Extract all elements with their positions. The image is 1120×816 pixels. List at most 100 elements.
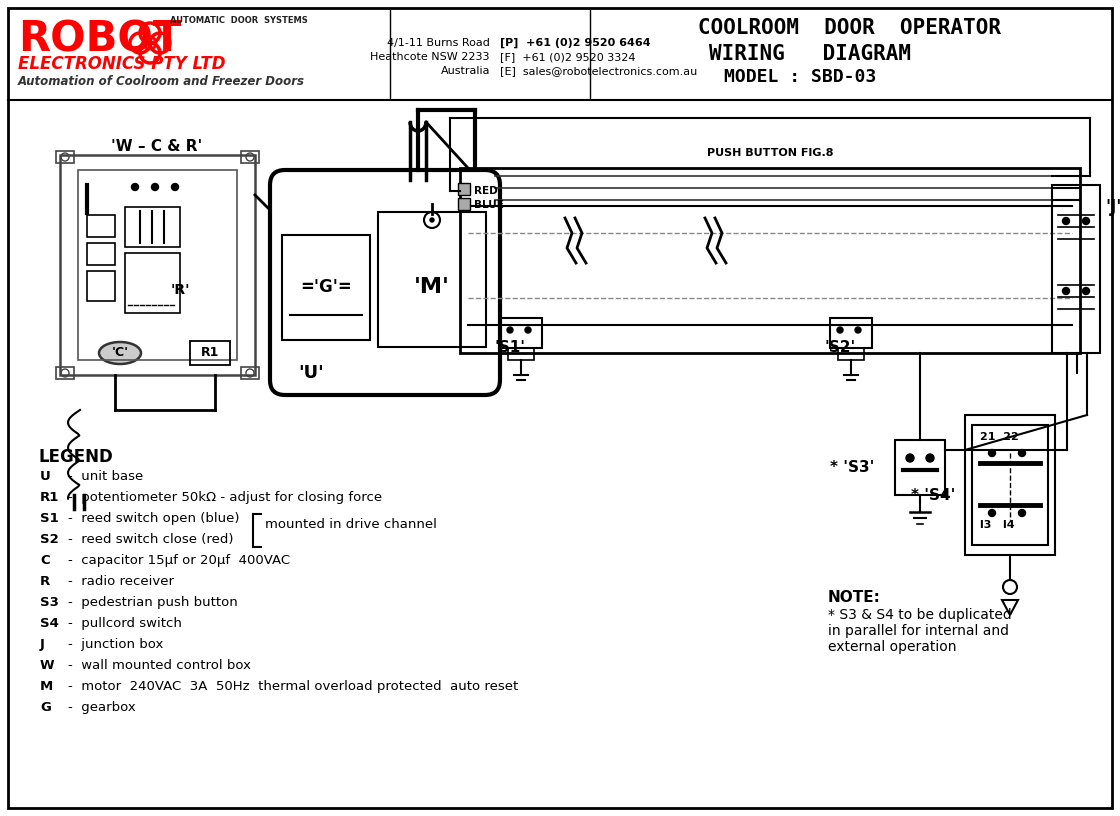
Bar [125,207,180,247]
Circle shape [1083,218,1090,224]
Bar [60,155,255,375]
Text: [P]  +61 (0)2 9520 6464: [P] +61 (0)2 9520 6464 [500,38,651,48]
Text: -  radio receiver: - radio receiver [68,575,174,588]
Text: COOLROOM  DOOR  OPERATOR: COOLROOM DOOR OPERATOR [699,18,1001,38]
Bar [972,425,1048,545]
Text: S4: S4 [40,617,59,630]
Circle shape [1063,218,1070,224]
Text: S1: S1 [40,512,58,525]
Circle shape [989,450,996,456]
Text: * S3 & S4 to be duplicated
in parallel for internal and
external operation: * S3 & S4 to be duplicated in parallel f… [828,608,1011,654]
Text: S2: S2 [40,533,58,546]
Text: ELECTRONICS PTY LTD: ELECTRONICS PTY LTD [18,55,225,73]
Text: W: W [40,659,55,672]
Text: 'S2': 'S2' [825,340,857,356]
Bar [508,348,534,360]
Circle shape [525,327,531,333]
Text: MODEL : SBD-03: MODEL : SBD-03 [724,68,876,86]
Circle shape [131,184,139,190]
Circle shape [837,327,843,333]
Bar [895,440,945,495]
Text: AUTOMATIC  DOOR  SYSTEMS: AUTOMATIC DOOR SYSTEMS [170,16,308,25]
Text: [E]  sales@robotelectronics.com.au: [E] sales@robotelectronics.com.au [500,66,698,76]
Bar [838,348,864,360]
Text: NOTE:: NOTE: [828,590,880,605]
Text: R1: R1 [200,347,220,360]
Text: M: M [40,680,54,693]
Text: 'M': 'M' [414,277,450,297]
Text: LEGEND: LEGEND [38,448,113,466]
Bar [377,212,486,347]
Text: PUSH BUTTON FIG.8: PUSH BUTTON FIG.8 [707,148,833,158]
Text: mounted in drive channel: mounted in drive channel [265,518,437,531]
Bar [78,170,237,360]
Bar [282,235,370,340]
Bar [87,243,115,265]
Text: U: U [40,470,50,483]
Text: ROBOT: ROBOT [18,18,181,60]
Bar [87,271,115,301]
Text: -  pedestrian push button: - pedestrian push button [68,596,237,609]
Bar [1052,185,1100,353]
Bar [241,151,259,163]
Circle shape [1018,509,1026,517]
Text: -  gearbox: - gearbox [68,701,136,714]
Circle shape [906,454,914,462]
Circle shape [1083,287,1090,295]
Text: J: J [40,638,45,651]
Text: -  pullcord switch: - pullcord switch [68,617,181,630]
Bar [458,183,470,195]
Text: -  reed switch open (blue): - reed switch open (blue) [68,512,240,525]
Text: C: C [40,554,49,567]
Text: [F]  +61 (0)2 9520 3324: [F] +61 (0)2 9520 3324 [500,52,635,62]
Circle shape [989,509,996,517]
Circle shape [926,454,934,462]
Text: * 'S3': * 'S3' [830,460,875,476]
Circle shape [855,327,861,333]
Text: -  motor  240VAC  3A  50Hz  thermal overload protected  auto reset: - motor 240VAC 3A 50Hz thermal overload … [68,680,519,693]
Circle shape [1063,287,1070,295]
Text: 'W – C & R': 'W – C & R' [111,139,203,154]
Circle shape [507,327,513,333]
Text: Automation of Coolroom and Freezer Doors: Automation of Coolroom and Freezer Doors [18,75,305,88]
Text: l3   l4: l3 l4 [980,520,1015,530]
Bar [87,215,115,237]
Text: R1: R1 [40,491,59,504]
Text: * 'S4': * 'S4' [911,487,955,503]
Bar [460,168,1080,353]
Text: -  wall mounted control box: - wall mounted control box [68,659,251,672]
Bar [190,341,230,365]
Bar [56,151,74,163]
Text: 'U': 'U' [298,364,324,382]
Bar [458,198,470,210]
Text: 'C': 'C' [111,347,129,360]
Bar [56,367,74,379]
Text: 21  22: 21 22 [980,432,1019,442]
Circle shape [430,218,435,222]
Text: -  junction box: - junction box [68,638,164,651]
Text: R: R [40,575,50,588]
Bar [500,318,542,348]
Circle shape [171,184,178,190]
Text: -  potentiometer 50kΩ - adjust for closing force: - potentiometer 50kΩ - adjust for closin… [68,491,382,504]
Bar [125,253,180,313]
Bar [830,318,872,348]
Text: RED: RED [474,186,497,196]
Text: S3: S3 [40,596,59,609]
Ellipse shape [99,342,141,364]
Text: 'S1': 'S1' [495,340,526,356]
Text: -  capacitor 15µf or 20µf  400VAC: - capacitor 15µf or 20µf 400VAC [68,554,290,567]
Text: 'J': 'J' [1105,198,1120,216]
Text: -  reed switch close (red): - reed switch close (red) [68,533,233,546]
Bar [241,367,259,379]
Text: -  unit base: - unit base [68,470,143,483]
Circle shape [1018,450,1026,456]
Text: G: G [40,701,50,714]
Text: Heathcote NSW 2233: Heathcote NSW 2233 [371,52,491,62]
Text: 4/1-11 Burns Road: 4/1-11 Burns Road [388,38,491,48]
Text: WIRING   DIAGRAM: WIRING DIAGRAM [709,44,911,64]
Text: ='G'=: ='G'= [300,278,352,296]
Circle shape [151,184,159,190]
Text: BLUE: BLUE [474,200,504,210]
Text: Australia: Australia [440,66,491,76]
